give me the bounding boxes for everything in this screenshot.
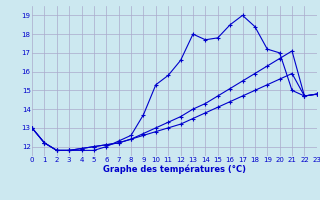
- X-axis label: Graphe des températures (°C): Graphe des températures (°C): [103, 165, 246, 174]
